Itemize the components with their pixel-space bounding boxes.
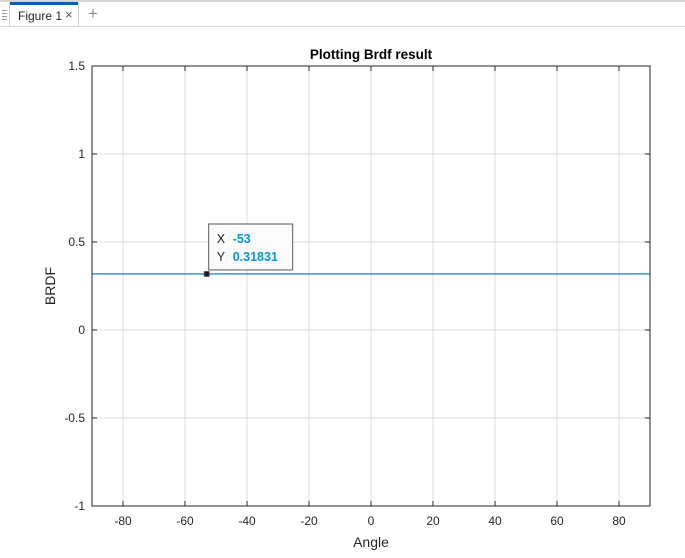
tick-labels: -80 -60 -40 -20 0 20 40 60 80 -1 -0.5 0 0.5 1 1.5: [64, 59, 626, 528]
x-tick-label: 80: [612, 514, 626, 528]
datatip-x-key: X: [217, 232, 226, 246]
window-top-border: [0, 0, 685, 2]
grid-layer: [92, 65, 650, 507]
tab-label: Figure 1: [18, 9, 63, 23]
x-tick-label: -60: [176, 514, 194, 528]
y-tick-label: 1: [78, 147, 85, 161]
y-axis-title: BRDF: [42, 267, 58, 305]
datatip-y-key: Y: [217, 250, 226, 264]
x-axis-title: Angle: [353, 534, 389, 550]
datatip-x-value: -53: [233, 232, 251, 246]
x-tick-label: 60: [550, 514, 564, 528]
y-tick-label: 0: [78, 323, 85, 337]
y-tick-label: -0.5: [64, 411, 85, 425]
y-tick-label: 0.5: [68, 235, 85, 249]
datatip-marker: [203, 271, 210, 277]
y-tick-label: -1: [74, 499, 85, 513]
close-icon[interactable]: ×: [65, 7, 73, 22]
chart-title: Plotting Brdf result: [310, 47, 433, 62]
datatip[interactable]: X -53 Y 0.31831: [203, 223, 294, 277]
tab-grip-icon[interactable]: [2, 10, 7, 20]
x-tick-label: 40: [488, 514, 502, 528]
y-tick-label: 1.5: [68, 59, 85, 73]
figure-tab-bar: Figure 1 × +: [0, 2, 685, 27]
tab-figure-1[interactable]: Figure 1 ×: [9, 2, 79, 26]
datatip-box: [208, 223, 294, 271]
x-tick-label: -20: [300, 514, 318, 528]
datatip-y-value: 0.31831: [233, 250, 278, 264]
active-tab-indicator: [10, 2, 78, 5]
x-tick-label: 20: [426, 514, 440, 528]
x-tick-label: -40: [238, 514, 256, 528]
x-tick-label: -80: [114, 514, 132, 528]
x-tick-label: 0: [368, 514, 375, 528]
add-tab-icon[interactable]: +: [88, 4, 98, 23]
axes-layer: [91, 65, 651, 507]
